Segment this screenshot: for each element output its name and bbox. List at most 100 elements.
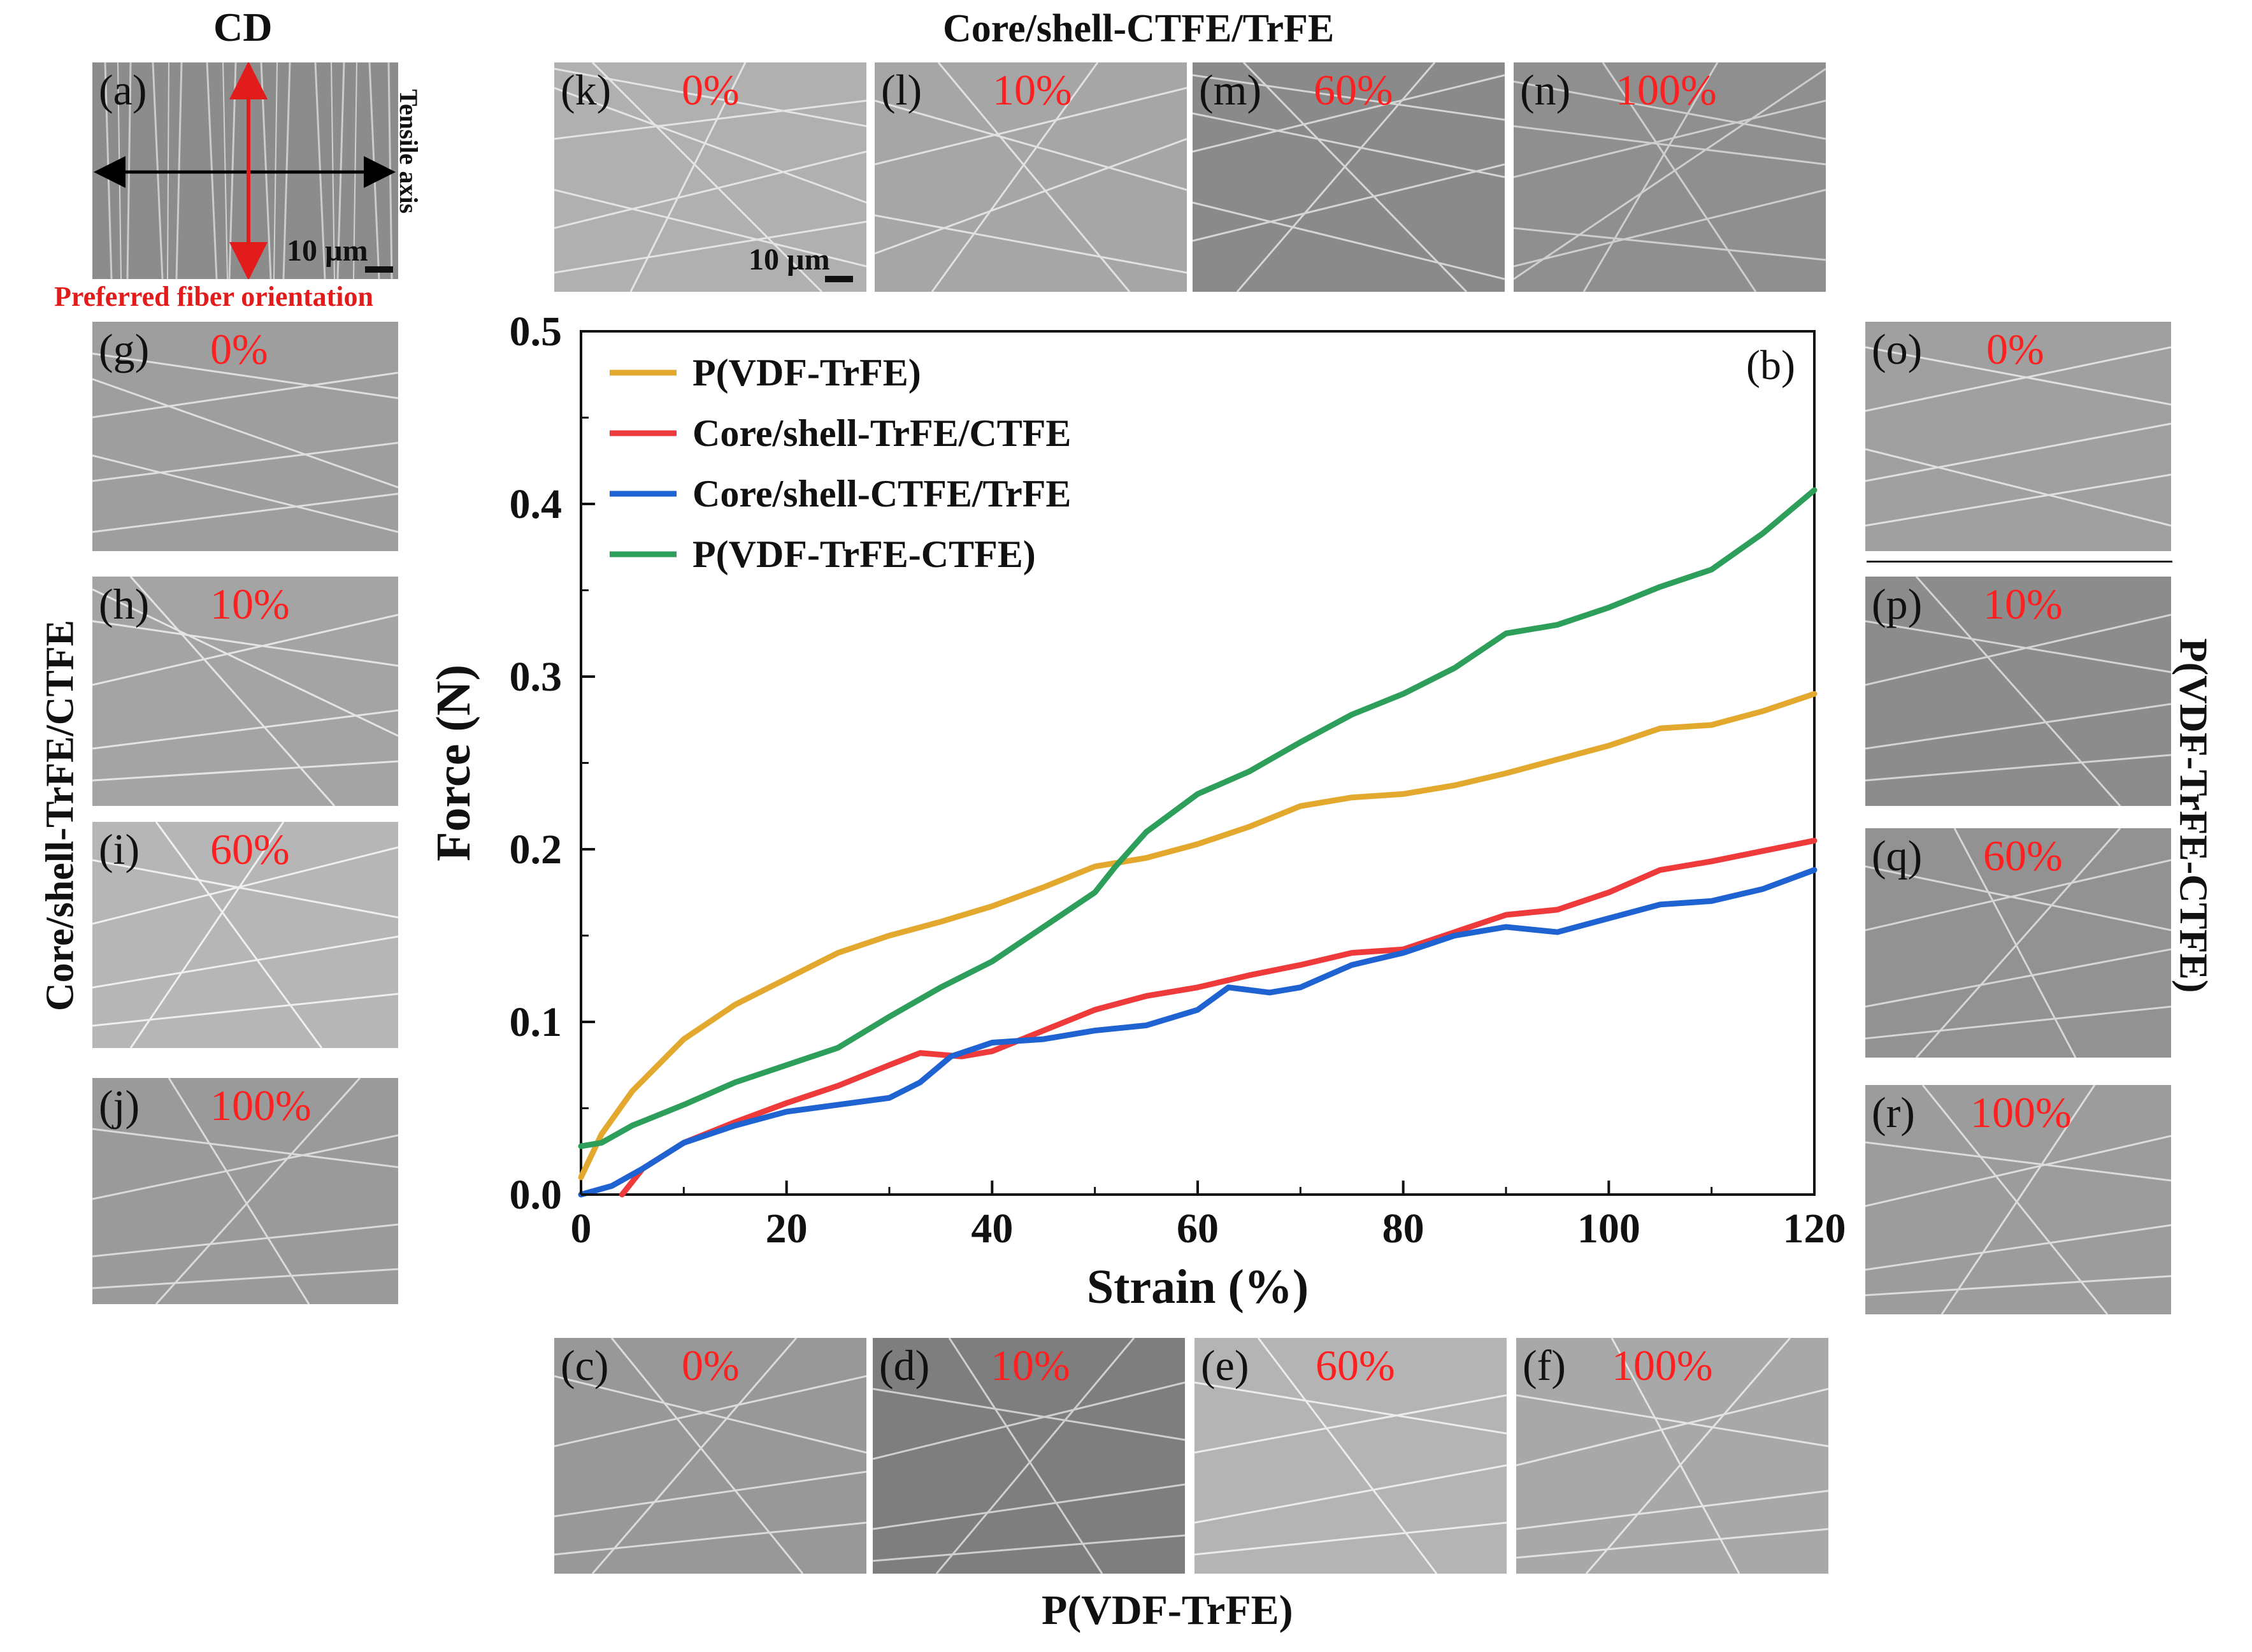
panel-f-letter: (f) [1523,1341,1566,1390]
panel-l-fibers [875,62,1187,292]
panel-h-strain: 10% [210,580,290,628]
panel-h-sem-image: (h) 10% [92,577,398,806]
x-axis-label: Strain (%) [1087,1260,1309,1314]
panel-c-sem-image: (c) 0% [554,1338,866,1574]
panel-o-sem-image: (o) 0% [1865,322,2171,551]
panel-q-fibers [1865,828,2171,1058]
panel-o-strain: 0% [1986,325,2044,373]
panel-d-fibers [873,1338,1185,1574]
legend-label-4: P(VDF-TrFE-CTFE) [692,533,1036,575]
panel-f-fibers [1516,1338,1828,1574]
y-tick-label: 0.1 [510,999,563,1045]
panel-l-strain: 10% [993,66,1072,114]
y-tick-label: 0.4 [510,481,563,528]
panel-o-letter: (o) [1872,325,1923,373]
panel-l-sem-image: (l) 10% [875,62,1187,292]
panel-p-letter: (p) [1872,580,1923,628]
y-tick-label: 0.3 [510,654,563,700]
panel-n-letter: (n) [1520,66,1571,114]
preferred-orientation-label: Preferred fiber orientation [54,281,373,312]
panel-d-strain: 10% [991,1341,1070,1390]
x-tick-label: 100 [1577,1205,1640,1252]
panel-k-letter: (k) [561,66,612,114]
panel-c-strain: 0% [682,1341,740,1390]
y-tick-label: 0.0 [510,1172,563,1218]
panel-a-sem-image: (a) 10 µm [92,62,398,279]
panel-i-fibers [92,822,398,1048]
panel-j-sem-image: (j) 100% [92,1078,398,1304]
panel-j-fibers [92,1078,398,1304]
cd-heading: CD [213,4,273,50]
panel-r-sem-image: (r) 100% [1865,1085,2171,1314]
panel-e-letter: (e) [1201,1341,1249,1390]
panel-r-fibers [1865,1085,2171,1314]
panel-q-strain: 60% [1983,831,2063,880]
panel-l-letter: (l) [881,66,922,114]
plot-frame [580,330,1816,1196]
orientation-arrows [94,62,396,279]
panel-h-letter: (h) [99,580,150,628]
legend-label-2: Core/shell-TrFE/CTFE [692,412,1071,454]
panel-q-sem-image: (q) 60% [1865,828,2171,1058]
y-axis-label: Force (N) [427,664,480,861]
panel-h-fibers [92,577,398,806]
panel-q-letter: (q) [1872,831,1923,880]
panel-d-letter: (d) [879,1341,930,1390]
panel-i-strain: 60% [210,825,290,873]
series-line-3 [578,867,1818,1198]
x-tick-label: 40 [971,1205,1013,1252]
panel-j-letter: (j) [99,1081,140,1130]
panel-e-sem-image: (e) 60% [1194,1338,1507,1574]
panel-i-sem-image: (i) 60% [92,822,398,1048]
y-tick-label: 0.5 [510,308,563,355]
panel-g-fibers [92,322,398,551]
panel-p-strain: 10% [1983,580,2063,628]
panel-r-letter: (r) [1872,1088,1915,1137]
panel-k-strain: 0% [682,66,740,114]
series-line-1 [578,691,1818,1181]
series-line-2 [619,837,1818,1198]
panel-g-letter: (g) [99,325,150,373]
panel-c-letter: (c) [561,1341,609,1390]
series-line-4 [578,487,1818,1149]
panel-a-scale-bar [365,266,393,273]
x-tick-label: 20 [766,1205,808,1252]
panel-p-fibers [1865,577,2171,806]
panel-a-letter: (a) [99,66,147,114]
x-tick-label: 0 [571,1205,592,1252]
panel-n-strain: 100% [1616,66,1717,114]
panel-o-fibers [1865,322,2171,551]
panel-k-fibers [554,62,866,292]
panel-e-strain: 60% [1316,1341,1395,1390]
bottom-row-heading: P(VDF-TrFE) [1042,1587,1293,1634]
legend-label-3: Core/shell-CTFE/TrFE [692,473,1071,515]
panel-k-sem-image: (k) 0% 10 µm [554,62,866,292]
panel-r-strain: 100% [1970,1088,2072,1137]
panel-i-letter: (i) [99,825,140,873]
panel-c-fibers [554,1338,866,1574]
panel-m-fibers [1193,62,1505,292]
panel-m-strain: 60% [1314,66,1393,114]
panel-k-scale-label: 10 µm [749,243,830,277]
chart-panel-label: (b) [1746,342,1795,389]
panel-m-sem-image: (m) 60% [1193,62,1505,292]
panel-f-sem-image: (f) 100% [1516,1338,1828,1574]
right-column-separator [1867,561,2172,563]
panel-k-scale-bar [825,276,853,282]
x-tick-label: 120 [1783,1205,1846,1252]
panel-e-fibers [1194,1338,1507,1574]
y-tick-label: 0.2 [510,826,563,873]
panel-a-scale-label: 10 µm [287,234,368,268]
panel-m-letter: (m) [1199,66,1262,114]
panel-d-sem-image: (d) 10% [873,1338,1185,1574]
panel-p-sem-image: (p) 10% [1865,577,2171,806]
panel-j-strain: 100% [210,1081,312,1130]
panel-f-strain: 100% [1612,1341,1713,1390]
panel-g-strain: 0% [210,325,268,373]
panel-n-fibers [1514,62,1826,292]
panel-n-sem-image: (n) 100% [1514,62,1826,292]
top-row-heading: Core/shell-CTFE/TrFE [943,7,1335,50]
x-tick-label: 60 [1177,1205,1219,1252]
legend-label-1: P(VDF-TrFE) [692,352,921,394]
